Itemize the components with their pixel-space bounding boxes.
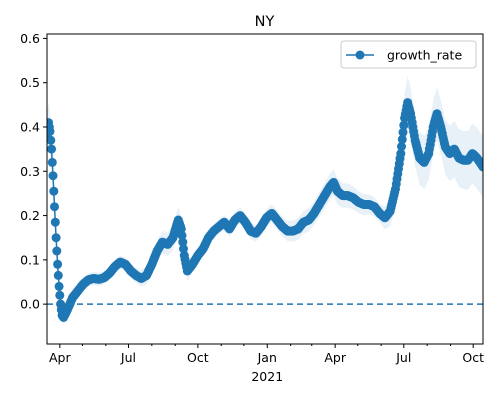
x-axis-year-label: 2021 — [251, 369, 283, 384]
chart-title: NY — [255, 14, 275, 30]
legend: growth_rate — [340, 40, 477, 69]
series-marker — [178, 237, 188, 247]
series-marker — [47, 135, 56, 145]
x-tick-label: Jul — [120, 350, 136, 365]
x-tick-label: Jan — [257, 350, 277, 365]
y-tick-label: 0.1 — [20, 252, 40, 267]
plot-area — [47, 76, 483, 325]
series-marker — [47, 157, 57, 167]
y-tick-label: 0.4 — [20, 120, 40, 135]
y-axis: 0.0 0.1 0.2 0.3 0.4 0.5 0.6 — [20, 31, 47, 312]
series-marker — [176, 224, 186, 234]
series-marker — [48, 171, 58, 181]
series-marker — [54, 281, 64, 291]
series-marker — [47, 144, 56, 154]
x-tick-label: Apr — [324, 350, 346, 365]
y-tick-label: 0.3 — [20, 164, 40, 179]
legend-box — [340, 40, 477, 69]
x-tick-label: Jul — [395, 350, 411, 365]
series-marker — [49, 186, 59, 196]
x-tick-label: Apr — [49, 350, 71, 365]
series-marker — [177, 231, 187, 240]
series-marker — [179, 244, 188, 254]
series-marker — [55, 290, 65, 300]
series-marker — [398, 127, 408, 137]
y-tick-label: 0.5 — [20, 75, 40, 90]
series-marker — [51, 233, 61, 243]
y-tick-label: 0.2 — [20, 208, 40, 223]
series-marker — [478, 162, 483, 172]
plot-frame — [46, 33, 484, 345]
series-marker — [399, 120, 409, 130]
legend-label-growth-rate: growth_rate — [387, 48, 462, 63]
series-marker — [50, 202, 59, 212]
series-marker — [397, 142, 406, 151]
series-marker — [396, 149, 406, 159]
series-marker — [47, 126, 55, 136]
y-tick-label: 0.0 — [20, 297, 40, 312]
series-marker — [53, 259, 63, 269]
series-marker — [53, 270, 63, 280]
series-marker — [397, 134, 407, 144]
series-markers-growth-rate — [47, 98, 483, 322]
y-tick-label: 0.6 — [20, 31, 40, 46]
x-tick-label: Oct — [462, 350, 484, 365]
x-axis: Apr Jul Oct Jan Apr Jul Oct — [49, 344, 484, 365]
x-tick-label: Oct — [187, 350, 209, 365]
legend-marker-growth-rate — [355, 50, 365, 60]
series-marker — [50, 217, 60, 227]
series-marker — [52, 246, 62, 256]
